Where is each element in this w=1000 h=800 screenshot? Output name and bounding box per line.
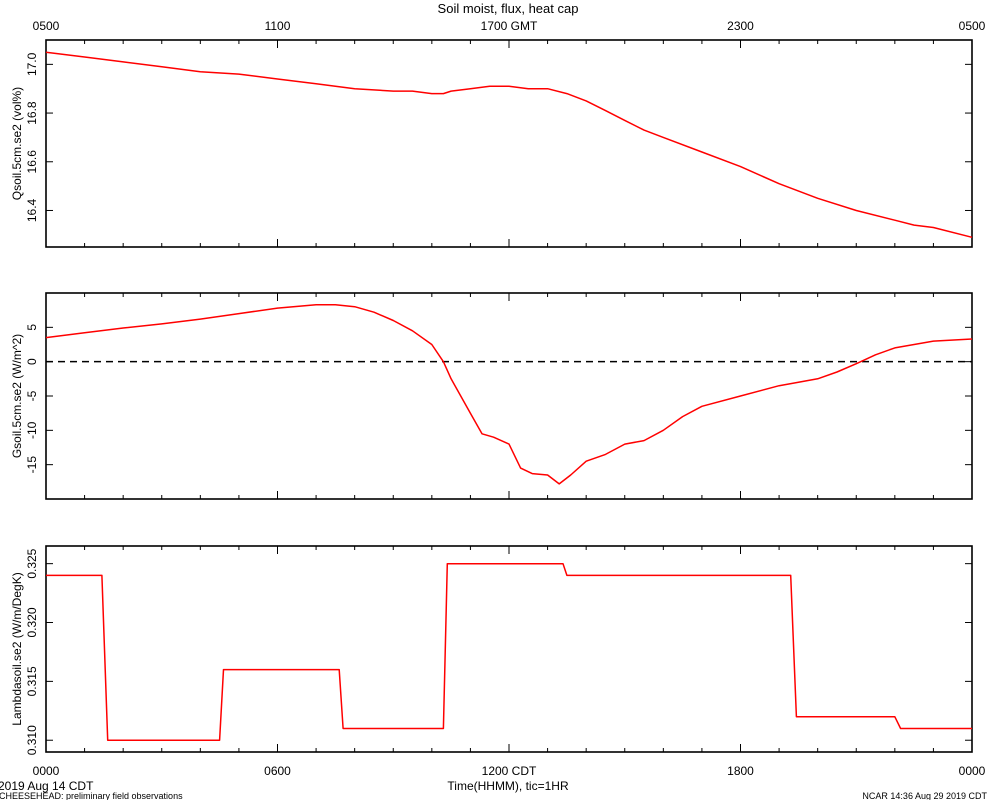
top-x-tick-label: 1700 GMT — [481, 19, 538, 33]
y-tick-label: 0.320 — [25, 607, 39, 637]
y-axis-label: Qsoil.5cm.se2 (vol%) — [10, 87, 24, 200]
panel-frame — [45, 545, 973, 753]
y-tick-label: 0.315 — [25, 666, 39, 696]
top-x-tick-label: 0500 — [33, 19, 60, 33]
y-tick-label: 16.4 — [25, 198, 39, 222]
footer-right: NCAR 14:36 Aug 29 2019 CDT — [862, 791, 987, 800]
y-tick-label: 5 — [25, 324, 39, 331]
y-tick-label: -5 — [25, 390, 39, 401]
panel-frame — [45, 292, 973, 500]
y-axis-label: Gsoil.5cm.se2 (W/m^2) — [10, 334, 24, 458]
bottom-x-tick-label: 1200 CDT — [482, 764, 537, 778]
series-line — [46, 562, 972, 741]
top-x-tick-label: 0500 — [959, 19, 986, 33]
chart-title: Soil moist, flux, heat cap — [438, 1, 579, 16]
x-axis-label: Time(HHMM), tic=1HR — [447, 779, 569, 793]
top-x-tick-label: 2300 — [727, 19, 754, 33]
y-tick-label: 17.0 — [25, 52, 39, 76]
series-line — [45, 303, 973, 485]
bottom-x-tick-label: 1800 — [727, 764, 754, 778]
y-tick-label: 16.8 — [25, 101, 39, 125]
y-tick-label: -15 — [25, 456, 39, 474]
series-line — [45, 51, 973, 239]
date-label: 2019 Aug 14 CDT — [0, 779, 94, 793]
y-tick-label: -10 — [25, 421, 39, 439]
y-tick-label: 16.6 — [25, 150, 39, 174]
y-tick-label: 0.325 — [25, 548, 39, 578]
y-tick-label: 0.310 — [25, 725, 39, 755]
top-x-tick-label: 1100 — [265, 19, 291, 33]
bottom-x-tick-label: 0000 — [33, 764, 60, 778]
bottom-x-tick-label: 0000 — [959, 764, 986, 778]
panel-frame — [45, 39, 973, 248]
bottom-x-tick-label: 0600 — [264, 764, 291, 778]
y-axis-label: Lambdasoil.se2 (W/m/DegK) — [10, 572, 24, 725]
y-tick-label: 0 — [25, 358, 39, 365]
footer-left: CHEESEHEAD: preliminary field observatio… — [0, 791, 183, 800]
